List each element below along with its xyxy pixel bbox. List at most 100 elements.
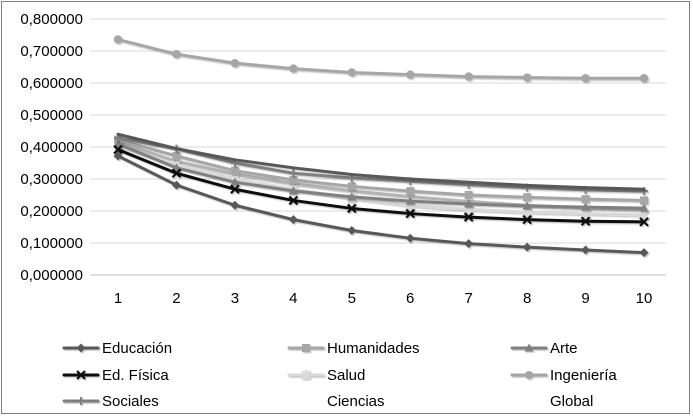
x-axis: 1 2 3 4 5 6 7 8 9 10	[90, 274, 666, 307]
y-tick-label: 0,600000	[20, 75, 83, 92]
legend-item: Global	[510, 393, 593, 410]
y-tick-label: 0,400000	[20, 139, 83, 156]
data-point	[639, 217, 649, 227]
data-point	[406, 187, 415, 196]
data-point	[580, 216, 591, 227]
series-arte	[113, 139, 649, 212]
legend-swatch	[62, 343, 100, 353]
x-tick-label: 1	[114, 290, 122, 307]
legend-swatch	[62, 370, 100, 380]
legend-swatch	[62, 397, 100, 405]
data-point	[113, 151, 123, 161]
data-point	[405, 196, 415, 205]
data-point	[230, 184, 240, 195]
legend-item: Ingeniería	[510, 367, 617, 384]
data-point	[406, 70, 415, 79]
legend-label: Global	[550, 393, 593, 410]
data-point	[288, 215, 298, 225]
x-tick-label: 8	[523, 290, 531, 307]
x-tick-label: 5	[348, 290, 356, 307]
series-layer	[113, 35, 649, 258]
data-point	[171, 163, 181, 172]
x-tick-label: 4	[289, 290, 297, 307]
data-point	[581, 245, 591, 255]
data-point	[639, 74, 649, 83]
data-point	[523, 193, 532, 202]
data-point	[464, 199, 474, 208]
legend-label: Ingeniería	[550, 367, 617, 384]
data-point	[522, 201, 532, 210]
legend-item: Humanidades	[287, 340, 420, 357]
series-educación	[113, 151, 649, 258]
series-ingeniería	[113, 35, 649, 83]
legend-item: Salud	[287, 367, 365, 384]
series-line	[116, 138, 646, 202]
legend-item: Sociales	[62, 393, 159, 410]
data-point	[464, 72, 473, 81]
data-point	[230, 177, 240, 186]
data-point	[171, 180, 181, 190]
data-point	[522, 214, 532, 225]
legend-label: Educación	[102, 340, 172, 357]
y-tick-label: 0,700000	[20, 43, 83, 60]
data-point	[230, 166, 239, 175]
series-ed-física	[113, 144, 649, 227]
data-point	[522, 73, 532, 82]
series-line	[116, 37, 646, 80]
data-point	[464, 191, 473, 199]
data-point	[347, 68, 356, 77]
legend-label: Sociales	[102, 393, 159, 410]
legend-item: Arte	[510, 340, 578, 357]
legend-item: Educación	[62, 340, 172, 357]
legend-item: Ciencias	[287, 393, 385, 410]
y-tick-label: 0,100000	[20, 235, 83, 252]
data-point	[639, 203, 649, 212]
data-point	[288, 186, 298, 195]
series-sociales	[114, 134, 648, 196]
data-point	[405, 208, 415, 219]
data-point	[289, 169, 298, 178]
data-point	[171, 168, 182, 179]
y-axis: 0,000000 0,100000 0,200000 0,300000 0,400000…	[20, 11, 83, 284]
data-point	[581, 74, 590, 83]
data-point	[639, 248, 649, 258]
data-point	[522, 242, 532, 252]
y-tick-label: 0,800000	[20, 11, 83, 28]
data-point	[113, 144, 123, 155]
legend-swatch	[287, 344, 325, 352]
data-point	[289, 175, 298, 184]
x-tick-label: 3	[231, 290, 239, 307]
y-tick-label: 0,500000	[20, 107, 83, 124]
legend-swatch	[287, 370, 325, 380]
data-point	[230, 200, 240, 210]
data-point	[347, 203, 357, 214]
series-line	[116, 143, 646, 217]
data-point	[405, 233, 415, 243]
series-line	[116, 148, 646, 224]
data-point	[581, 195, 590, 204]
series-ciencias	[116, 132, 646, 191]
data-point	[347, 182, 356, 191]
legend-label: Humanidades	[327, 340, 420, 357]
series-line	[116, 154, 646, 255]
legend-label: Arte	[550, 340, 578, 357]
legend-label: Ed. Física	[102, 367, 169, 384]
y-tick-label: 0,300000	[20, 171, 83, 188]
x-tick-label: 6	[406, 290, 414, 307]
legend-item: Ed. Física	[62, 367, 169, 384]
data-point	[463, 212, 474, 222]
data-point	[347, 192, 357, 201]
legend-label: Ciencias	[327, 393, 385, 410]
data-point	[347, 226, 357, 236]
data-point	[289, 64, 298, 73]
data-point	[464, 239, 474, 249]
x-tick-label: 7	[464, 290, 472, 307]
legend-swatch	[510, 371, 548, 379]
series-line	[116, 142, 646, 210]
data-point	[640, 196, 648, 205]
legend-swatch	[510, 343, 548, 352]
legend-label: Salud	[327, 367, 365, 384]
data-point	[172, 151, 181, 160]
series-line	[116, 132, 646, 191]
